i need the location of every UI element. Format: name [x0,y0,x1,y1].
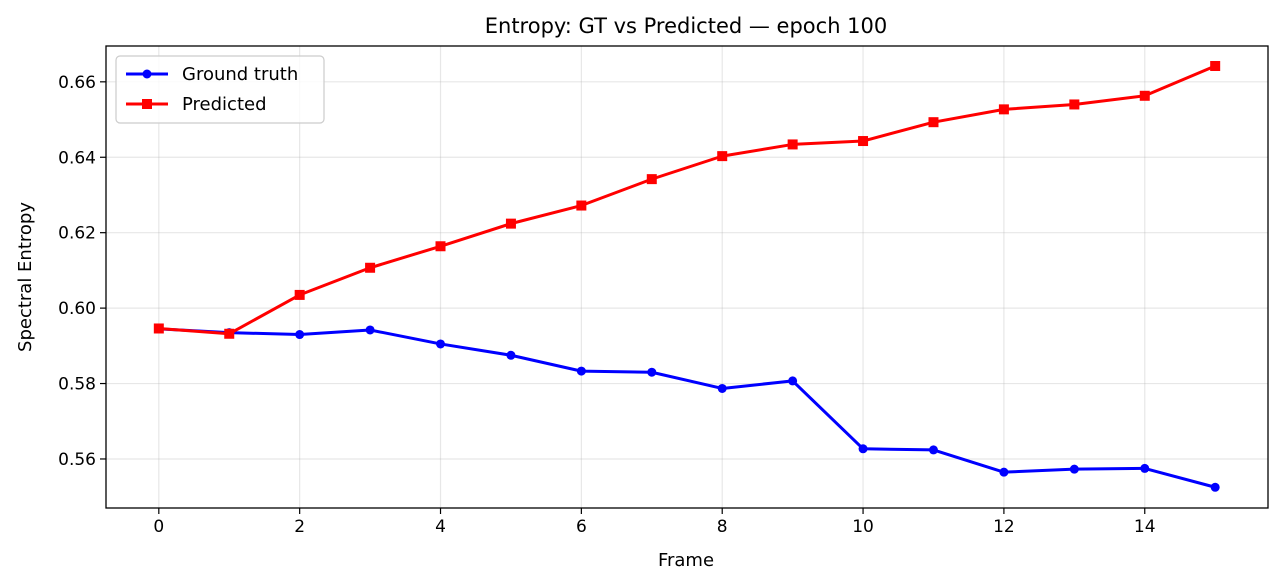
data-point-square [294,289,305,300]
y-tick-label: 0.66 [58,73,96,93]
x-tick-label: 4 [435,517,446,537]
data-point-square [1069,99,1080,110]
plot-series [153,60,1221,492]
y-tick-label: 0.56 [58,450,96,470]
x-axis-label: Frame [658,550,714,571]
data-point-circle [365,325,375,335]
data-point-circle [717,383,727,393]
data-point-circle [647,367,657,377]
x-tick-label: 14 [1134,517,1156,537]
data-point-square [646,174,657,185]
x-tick-label: 2 [294,517,305,537]
legend-marker-square [142,99,152,109]
x-tick-label: 12 [993,517,1015,537]
data-point-circle [576,366,586,376]
y-tick-label: 0.62 [58,224,96,244]
data-point-square [576,200,587,211]
data-point-square [1139,90,1150,101]
data-point-circle [1140,463,1150,473]
data-point-circle [506,350,516,360]
y-axis-label: Spectral Entropy [15,202,36,352]
y-tick-label: 0.64 [58,148,96,168]
x-tick-label: 0 [153,517,164,537]
axis-ticks: 0 2 4 6 8 10 12 14 0.56 0.58 0.60 0.62 0.64 0.66 [58,73,1155,537]
data-point-square [224,328,235,339]
data-point-square [435,241,446,252]
chart-title: Entropy: GT vs Predicted — epoch 100 [485,14,888,38]
grid-lines [106,46,1268,508]
data-point-square [1210,60,1221,71]
legend-label: Predicted [182,94,267,115]
series-line [157,327,1217,489]
data-point-square [505,218,516,229]
data-point-circle [295,330,305,340]
data-point-square [787,139,798,150]
x-tick-label: 10 [852,517,874,537]
plot-frame [105,45,1269,509]
data-point-circle [999,467,1009,477]
data-point-circle [1210,482,1220,492]
data-point-square [858,136,869,147]
data-point-square [717,151,728,162]
x-tick-label: 6 [576,517,587,537]
legend: Ground truth Predicted [115,55,325,124]
x-tick-label: 8 [717,517,728,537]
y-tick-label: 0.58 [58,375,96,395]
data-point-square [928,117,939,128]
data-point-circle [858,444,868,454]
data-point-circle [436,339,446,349]
series-line [157,64,1217,336]
legend-marker-circle [142,69,152,79]
data-point-circle [928,445,938,455]
data-point-square [365,262,376,273]
data-point-square [153,323,164,334]
data-point-circle [788,376,798,386]
y-tick-label: 0.60 [58,299,96,319]
data-point-circle [1069,464,1079,474]
legend-label: Ground truth [182,64,298,85]
data-point-square [998,104,1009,115]
